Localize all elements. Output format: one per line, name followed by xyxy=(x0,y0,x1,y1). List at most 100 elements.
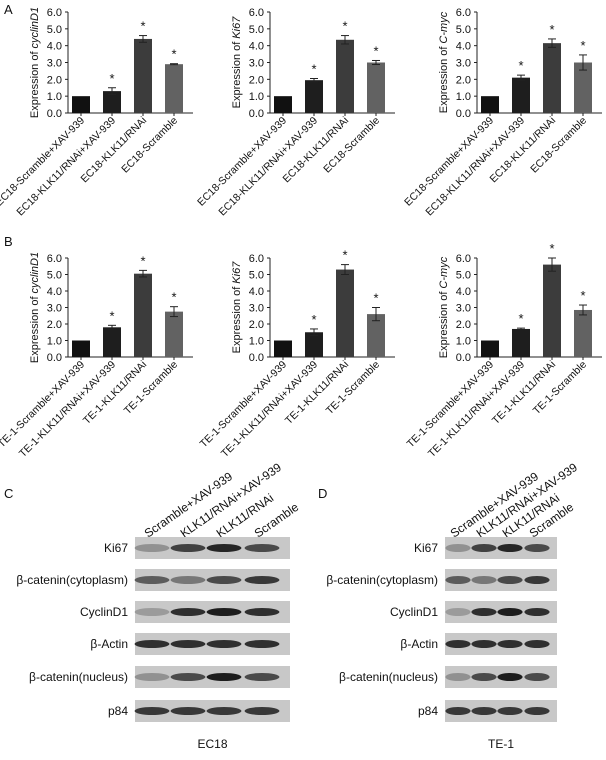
y-tick-label: 1.0 xyxy=(47,91,62,103)
bar xyxy=(274,340,292,357)
blot-band xyxy=(170,544,206,552)
y-label-text: Expression of xyxy=(438,291,450,359)
blot-band xyxy=(445,640,471,648)
bar xyxy=(72,340,90,357)
y-label-gene: cyclinD1 xyxy=(29,252,41,294)
y-tick-label: 2.0 xyxy=(249,319,264,331)
blot-band xyxy=(471,640,497,648)
error-bar xyxy=(310,77,318,83)
blot-band xyxy=(497,576,523,584)
error-bar xyxy=(579,304,587,316)
y-axis-label: Expression of C-myc xyxy=(438,256,450,358)
y-tick-label: 1.0 xyxy=(249,91,264,103)
bar xyxy=(574,62,592,113)
significance-mark: * xyxy=(109,71,114,86)
significance-mark: * xyxy=(140,253,145,268)
significance-mark: * xyxy=(171,47,176,62)
y-axis-label: Expression of Ki67 xyxy=(231,16,243,109)
bar xyxy=(574,309,592,357)
x-tick-label: EC18-Scramble xyxy=(528,115,589,176)
blot-band xyxy=(134,544,170,552)
blot-band xyxy=(445,576,471,584)
significance-mark: * xyxy=(109,308,114,323)
x-tick-label: TE-1-Scramble xyxy=(531,359,590,418)
blot-band xyxy=(497,673,523,681)
y-label-gene: Ki67 xyxy=(231,261,243,284)
error-bar xyxy=(372,307,380,322)
y-axis-label: Expression of Ki67 xyxy=(231,261,243,354)
bar xyxy=(367,62,385,113)
blot-band xyxy=(206,608,242,616)
y-label-text: Expression of xyxy=(438,46,450,114)
y-tick-label: 6.0 xyxy=(249,7,264,19)
blot-band xyxy=(170,673,206,681)
y-tick-label: 1.0 xyxy=(249,336,264,348)
bar xyxy=(274,96,292,113)
y-tick-label: 2.0 xyxy=(249,74,264,86)
y-axis-label: Expression of cyclinD1 xyxy=(29,7,41,118)
significance-mark: * xyxy=(342,248,347,263)
blot-band xyxy=(471,576,497,584)
y-tick-label: 0.0 xyxy=(249,352,264,364)
x-tick-label: EC18-Scramble xyxy=(119,115,180,176)
blot-band xyxy=(471,544,497,552)
blot-band xyxy=(445,707,471,715)
y-label-gene: cyclinD1 xyxy=(29,7,41,49)
bar xyxy=(305,80,323,113)
y-tick-label: 4.0 xyxy=(249,286,264,298)
error-bar xyxy=(517,74,525,81)
bar xyxy=(543,43,561,114)
y-tick-label: 5.0 xyxy=(249,270,264,282)
y-tick-label: 5.0 xyxy=(47,24,62,36)
panel-label: A xyxy=(4,2,13,17)
blot-band xyxy=(134,707,170,715)
bar xyxy=(512,328,530,357)
blot-band xyxy=(134,576,170,584)
y-tick-label: 0.0 xyxy=(249,108,264,120)
error-bar xyxy=(579,54,587,71)
error-bar xyxy=(170,63,178,66)
blot-band xyxy=(170,576,206,584)
blot-band xyxy=(206,673,242,681)
y-tick-label: 5.0 xyxy=(456,270,471,282)
panel-label: B xyxy=(4,234,13,249)
panel-label: C xyxy=(4,486,13,501)
blot-band xyxy=(497,707,523,715)
blot-band xyxy=(134,608,170,616)
error-bar xyxy=(341,35,349,45)
row-label: β-Actin xyxy=(400,637,438,651)
y-tick-label: 2.0 xyxy=(47,319,62,331)
blot-band xyxy=(497,640,523,648)
y-axis-label: Expression of cyclinD1 xyxy=(29,252,41,363)
y-tick-label: 6.0 xyxy=(249,253,264,265)
bar xyxy=(481,96,499,113)
bar xyxy=(512,77,530,113)
y-tick-label: 4.0 xyxy=(47,41,62,53)
significance-mark: * xyxy=(549,22,554,37)
blot-band xyxy=(445,673,471,681)
bar xyxy=(336,39,354,113)
y-label-text: Expression of xyxy=(231,286,243,354)
y-tick-label: 4.0 xyxy=(249,41,264,53)
blot-band xyxy=(244,673,280,681)
y-tick-label: 0.0 xyxy=(47,108,62,120)
significance-mark: * xyxy=(311,312,316,327)
blot-band xyxy=(244,576,280,584)
y-tick-label: 3.0 xyxy=(456,58,471,70)
bar xyxy=(165,311,183,357)
y-tick-label: 3.0 xyxy=(249,303,264,315)
row-label: CyclinD1 xyxy=(390,605,438,619)
y-tick-label: 5.0 xyxy=(47,270,62,282)
cell-line-label: TE-1 xyxy=(488,737,514,751)
bar xyxy=(72,96,90,113)
y-label-gene: Ki67 xyxy=(231,16,243,39)
y-tick-label: 0.0 xyxy=(456,352,471,364)
significance-mark: * xyxy=(171,290,176,305)
panel-label: D xyxy=(318,486,327,501)
blot-band xyxy=(524,576,550,584)
bar xyxy=(134,38,152,113)
y-tick-label: 5.0 xyxy=(456,24,471,36)
y-tick-label: 1.0 xyxy=(456,91,471,103)
row-label: Ki67 xyxy=(414,541,438,555)
bar xyxy=(481,340,499,357)
